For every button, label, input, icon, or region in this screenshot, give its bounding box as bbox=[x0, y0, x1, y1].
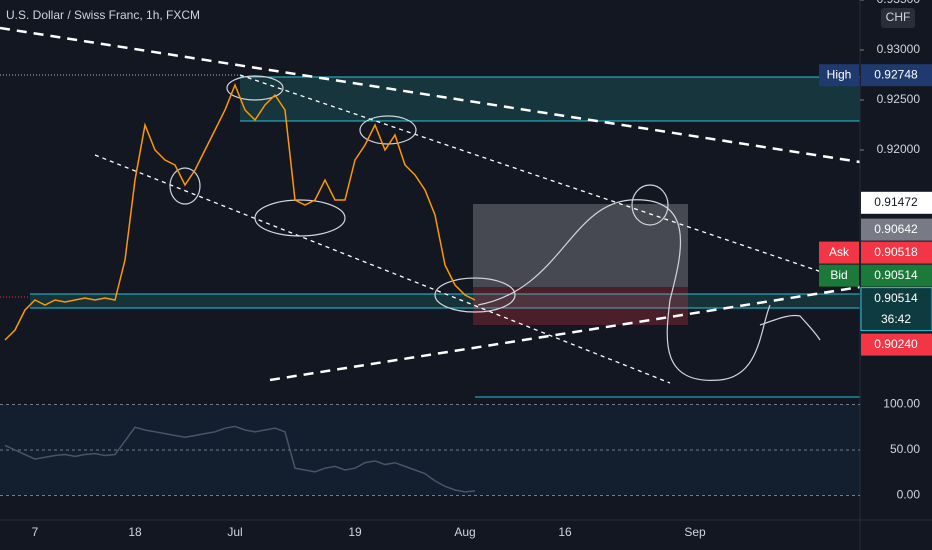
currency: CHF bbox=[886, 10, 911, 24]
price-badge-text: 0.90518 bbox=[874, 245, 918, 259]
price-badge bbox=[861, 333, 932, 356]
badge-name: Ask bbox=[829, 245, 850, 259]
x-tick-label: Jul bbox=[227, 525, 242, 539]
price-badge bbox=[860, 287, 932, 332]
price-badge-text: 0.92748 bbox=[874, 67, 918, 81]
badge-name-box bbox=[819, 241, 859, 264]
x-tick-label: Aug bbox=[454, 525, 475, 539]
badge-name: High bbox=[827, 67, 852, 81]
currency-box bbox=[881, 8, 915, 28]
zone bbox=[30, 294, 860, 308]
trendline bbox=[269, 285, 861, 382]
y-tick-label: 50.00 bbox=[890, 442, 920, 456]
price-badge bbox=[861, 241, 932, 264]
stop-box bbox=[473, 287, 688, 325]
y-tick-label: 0.93000 bbox=[877, 42, 921, 56]
badge-name-box bbox=[819, 264, 859, 287]
countdown: 36:42 bbox=[881, 312, 911, 326]
x-tick-label: 19 bbox=[348, 525, 362, 539]
price-line bbox=[4, 82, 476, 341]
target-box bbox=[473, 204, 688, 287]
trendline bbox=[239, 74, 861, 286]
price-badge-text: 0.90514 bbox=[874, 291, 918, 305]
drawings bbox=[169, 75, 821, 381]
x-tick-label: 7 bbox=[32, 525, 39, 539]
price-badge-text: 0.90514 bbox=[874, 268, 918, 282]
y-tick-label: 100.00 bbox=[883, 397, 920, 411]
price-badge-text: 0.91472 bbox=[874, 195, 918, 209]
symbol-title: U.S. Dollar / Swiss Franc, 1h, FXCM bbox=[6, 8, 200, 22]
price-badge bbox=[861, 191, 932, 214]
price-badge bbox=[861, 264, 932, 287]
price-line bbox=[4, 425, 476, 493]
y-tick-label: 0.92500 bbox=[877, 92, 921, 106]
x-tick-label: 16 bbox=[558, 525, 572, 539]
y-tick-label: 0.93500 bbox=[877, 0, 921, 6]
zone bbox=[240, 77, 860, 121]
price-badge bbox=[861, 218, 932, 241]
price-badge-text: 0.90240 bbox=[874, 337, 918, 351]
badge-name: Bid bbox=[830, 268, 847, 282]
trendline bbox=[0, 26, 861, 164]
badge-name-box bbox=[819, 64, 859, 87]
x-tick-label: Sep bbox=[684, 525, 706, 539]
price-badge bbox=[861, 64, 932, 87]
y-tick-label: 0.92000 bbox=[877, 142, 921, 156]
price-badge-text: 0.90642 bbox=[874, 222, 918, 236]
y-tick-label: 0.00 bbox=[897, 488, 921, 502]
trendline bbox=[94, 154, 671, 384]
x-tick-label: 18 bbox=[128, 525, 142, 539]
